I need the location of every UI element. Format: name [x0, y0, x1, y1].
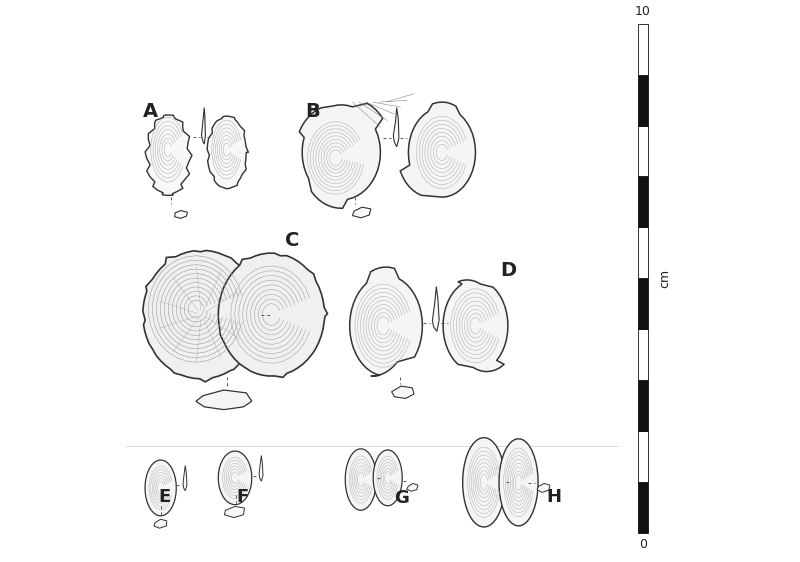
Bar: [638, 24, 648, 75]
Polygon shape: [154, 519, 167, 528]
Polygon shape: [259, 455, 263, 481]
Polygon shape: [196, 390, 252, 410]
Polygon shape: [499, 439, 538, 526]
Bar: [638, 380, 648, 431]
Polygon shape: [218, 253, 328, 376]
Polygon shape: [462, 438, 505, 527]
Polygon shape: [207, 116, 249, 189]
Polygon shape: [225, 506, 245, 518]
Polygon shape: [537, 483, 550, 492]
Polygon shape: [145, 115, 192, 196]
Bar: [638, 227, 648, 278]
Text: C: C: [286, 230, 300, 250]
Text: G: G: [394, 489, 410, 507]
Text: 0: 0: [638, 538, 646, 551]
Polygon shape: [174, 211, 187, 219]
Text: E: E: [158, 488, 170, 506]
Polygon shape: [433, 287, 439, 332]
Bar: [638, 482, 648, 533]
Polygon shape: [299, 103, 382, 209]
Polygon shape: [183, 465, 187, 491]
Bar: [638, 176, 648, 227]
Polygon shape: [345, 449, 377, 510]
Text: A: A: [142, 102, 158, 121]
Text: F: F: [237, 488, 249, 506]
Polygon shape: [373, 450, 402, 506]
Polygon shape: [400, 102, 475, 197]
Polygon shape: [443, 280, 508, 371]
Polygon shape: [394, 108, 399, 147]
Text: B: B: [305, 102, 320, 121]
Bar: [638, 75, 648, 125]
Polygon shape: [202, 108, 206, 144]
Polygon shape: [353, 207, 371, 218]
Bar: [638, 278, 648, 329]
Text: D: D: [501, 261, 517, 280]
Polygon shape: [218, 451, 252, 505]
Text: 10: 10: [634, 5, 650, 18]
Bar: [638, 431, 648, 482]
Text: H: H: [546, 488, 562, 506]
Polygon shape: [350, 267, 422, 376]
Polygon shape: [145, 460, 176, 516]
Bar: [638, 329, 648, 380]
Polygon shape: [392, 386, 414, 398]
Text: cm: cm: [658, 269, 670, 288]
Polygon shape: [142, 251, 260, 379]
Bar: [638, 125, 648, 176]
Polygon shape: [406, 483, 418, 491]
